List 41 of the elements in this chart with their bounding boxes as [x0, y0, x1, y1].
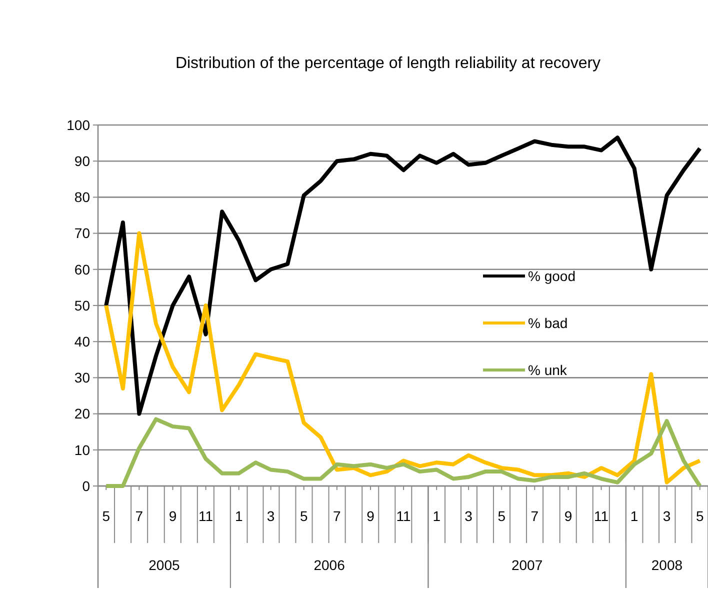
- x-tick-label: 1: [432, 508, 441, 524]
- x-tick-label: 7: [333, 508, 342, 524]
- y-tick-label: 70: [74, 225, 90, 242]
- x-tick-label: 3: [662, 508, 671, 524]
- x-tick-label: 5: [696, 508, 704, 524]
- y-tick-label: 30: [74, 370, 90, 386]
- y-tick-label: 10: [74, 442, 90, 458]
- x-tick-label: 5: [300, 508, 308, 524]
- x-tick-label: 11: [594, 508, 609, 524]
- x-tick-label: 11: [396, 508, 412, 524]
- x-tick-label: 1: [234, 508, 243, 524]
- legend-label: % good: [528, 268, 576, 284]
- line-series: [104, 136, 702, 416]
- x-tick-label: 9: [168, 508, 177, 524]
- legend-label: % bad: [528, 314, 568, 331]
- x-tick-label: 1: [630, 508, 638, 524]
- y-tick-label: 50: [74, 297, 90, 314]
- text: 2007: [511, 557, 543, 573]
- line-series: [104, 417, 702, 488]
- x-tick-label: 9: [564, 508, 572, 524]
- x-tick-label: 7: [530, 508, 539, 524]
- x-tick-label: 9: [366, 508, 375, 524]
- y-tick-label: 100: [66, 116, 90, 133]
- line-series: [104, 231, 702, 484]
- text: 2008: [651, 557, 683, 573]
- chart-title: Distribution of the percentage of length reliability at recovery: [175, 55, 601, 72]
- y-tick-label: 20: [74, 406, 90, 422]
- text: 2005: [148, 557, 180, 573]
- y-tick-label: 0: [82, 478, 90, 494]
- x-tick-label: 7: [135, 508, 144, 524]
- y-tick-label: 40: [74, 334, 90, 350]
- y-tick-label: 90: [74, 153, 90, 169]
- x-tick-label: 3: [464, 508, 473, 524]
- y-tick-label: 60: [74, 261, 90, 278]
- x-tick-label: 11: [198, 508, 214, 524]
- x-tick-label: 5: [102, 508, 110, 524]
- legend-label: % unk: [528, 362, 568, 378]
- y-tick-label: 80: [74, 189, 90, 206]
- x-tick-label: 3: [266, 508, 275, 524]
- text: 2006: [314, 557, 346, 573]
- x-tick-label: 5: [498, 508, 506, 524]
